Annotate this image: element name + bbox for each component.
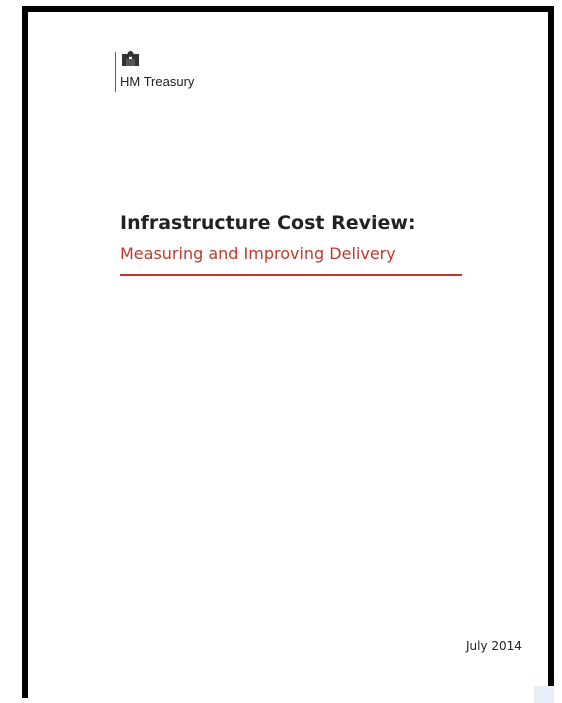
document-page: HM Treasury Infrastructure Cost Review: … <box>22 6 554 698</box>
logo-bar <box>115 52 116 92</box>
organisation: HM Treasury <box>120 74 195 89</box>
corner-accent <box>534 686 554 703</box>
title-rule <box>120 274 462 276</box>
subtitle: Measuring and Improving Delivery <box>120 244 396 263</box>
date: July 2014 <box>466 639 522 653</box>
title: Infrastructure Cost Review: <box>120 212 416 234</box>
crest <box>122 51 139 66</box>
